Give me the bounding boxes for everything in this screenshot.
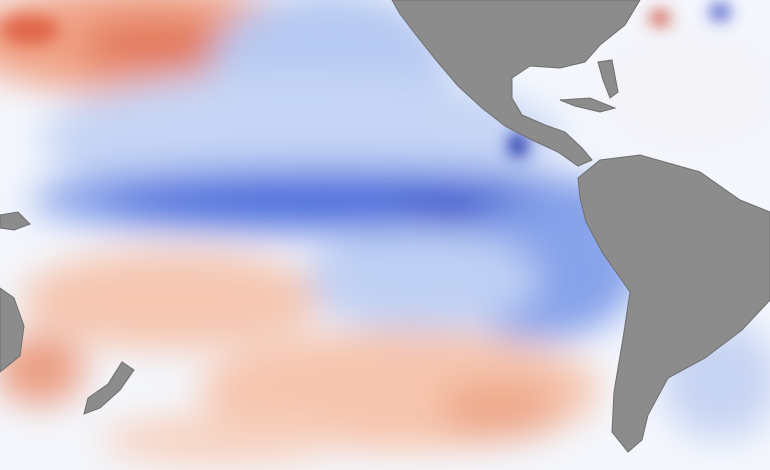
warm-anomaly xyxy=(440,380,560,440)
new-zealand xyxy=(83,361,135,415)
warm-anomaly xyxy=(0,15,60,45)
warm-anomaly xyxy=(100,415,340,465)
cuba xyxy=(559,97,617,113)
south-america xyxy=(577,154,770,453)
australia xyxy=(0,287,25,373)
warm-anomaly xyxy=(80,20,240,70)
land xyxy=(0,0,770,453)
cool-anomaly xyxy=(300,230,540,330)
cool-anomaly xyxy=(508,133,528,157)
new-guinea xyxy=(0,211,31,231)
neutral-anomaly xyxy=(600,30,770,150)
warm-anomaly xyxy=(20,250,320,350)
warm-anomaly xyxy=(650,11,670,25)
warm-anomaly xyxy=(0,335,85,405)
cool-anomaly xyxy=(710,4,730,20)
anomaly-detail xyxy=(0,4,730,157)
north-america xyxy=(391,0,641,167)
florida xyxy=(597,59,619,99)
